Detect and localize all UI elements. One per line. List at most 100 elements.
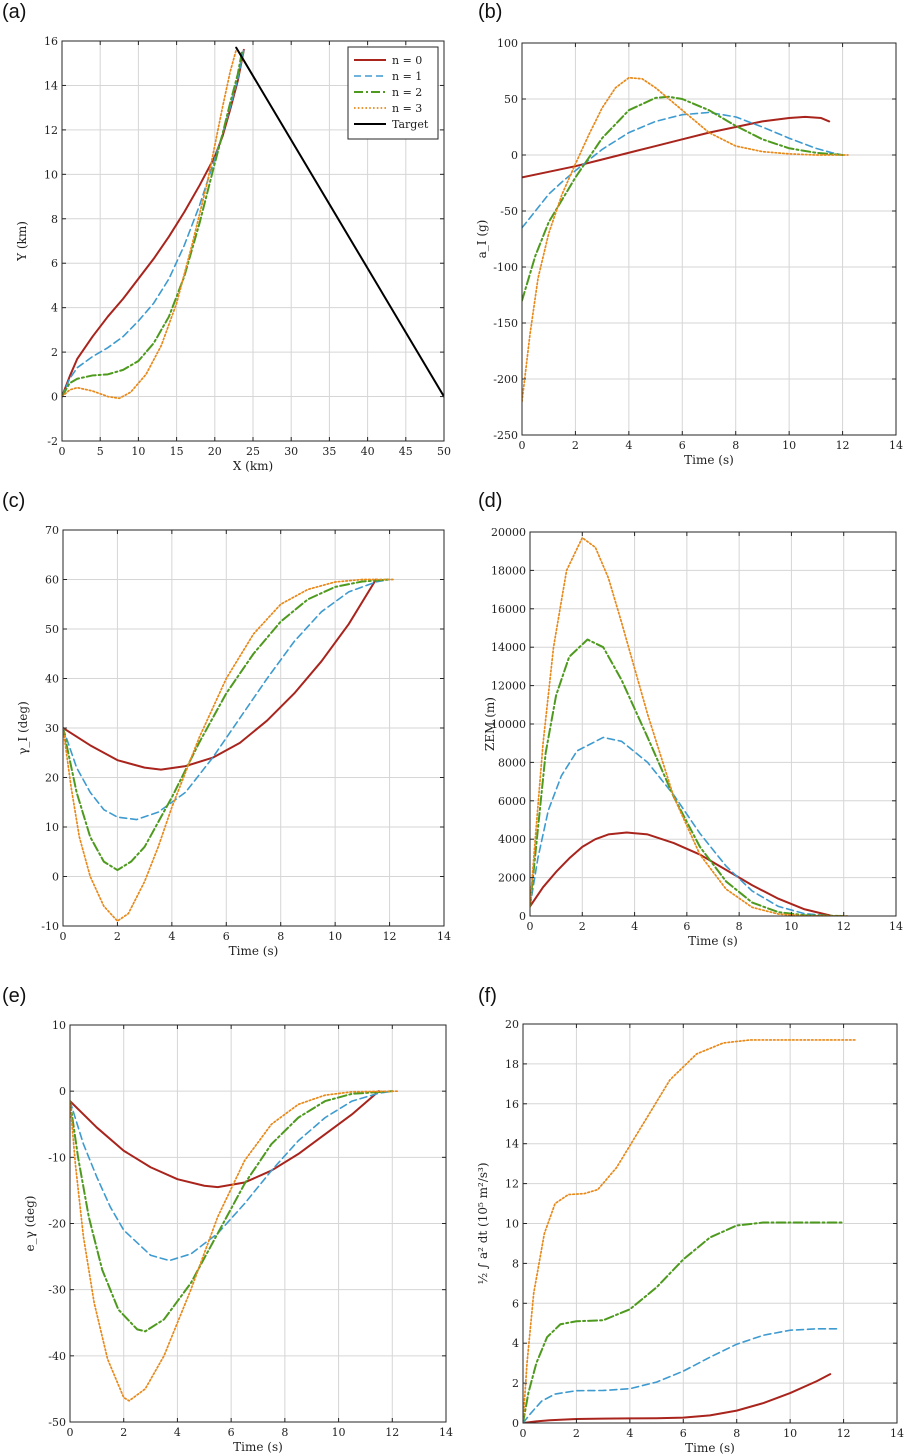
x-tick-label: 40 — [361, 445, 375, 458]
y-tick-label: 14 — [44, 79, 58, 92]
series-line-n-2 — [530, 638, 845, 916]
y-tick-label: -2 — [47, 435, 58, 448]
series-line-n-0 — [62, 48, 245, 398]
legend-entry-label: Target — [392, 118, 429, 131]
chart-panel: (b) 0 2 4 6 8 10 12 14 -250 -200 -150 -100 -50 0 50 100 T… — [475, 1, 903, 467]
y-tick-label: 20 — [505, 1018, 519, 1031]
x-tick-label: 6 — [680, 1427, 687, 1440]
y-tick-label: -10 — [41, 920, 59, 933]
y-tick-label: -100 — [493, 261, 518, 274]
panel-label: (d) — [478, 490, 502, 512]
y-tick-label: 0 — [511, 149, 518, 162]
chart-panel: (d) 0 2 4 6 8 10 12 14 0 2000 4000 6000 8000 10000 1200… — [478, 490, 903, 948]
y-tick-label: 8000 — [498, 756, 526, 769]
x-tick-label: 10 — [332, 1426, 346, 1439]
series-line-n-3 — [522, 76, 849, 403]
x-tick-label: 5 — [97, 445, 104, 458]
series-line-n-0 — [522, 115, 831, 179]
x-axis-title: Time (s) — [684, 453, 734, 467]
panel-label: (e) — [2, 985, 26, 1007]
x-tick-label: 25 — [246, 445, 260, 458]
y-tick-label: -250 — [493, 429, 518, 442]
y-tick-label: 10000 — [491, 718, 526, 731]
y-tick-label: 2 — [51, 346, 58, 359]
y-tick-label: 16 — [44, 35, 58, 48]
y-tick-label: 0 — [512, 1417, 519, 1430]
x-tick-label: 8 — [277, 930, 284, 943]
y-tick-label: 10 — [45, 821, 59, 834]
series-line-n-1 — [63, 578, 391, 821]
x-tick-label: 4 — [174, 1426, 181, 1439]
series-line-n-1 — [522, 111, 844, 229]
x-tick-label: 0 — [67, 1426, 74, 1439]
x-tick-label: 14 — [437, 930, 451, 943]
x-tick-label: 20 — [208, 445, 222, 458]
x-tick-label: 12 — [837, 1427, 851, 1440]
x-tick-label: 14 — [890, 1427, 904, 1440]
x-tick-label: 10 — [131, 445, 145, 458]
x-tick-label: 8 — [732, 439, 739, 452]
legend: n = 0 n = 1 n = 2 n = 3 Target — [347, 46, 439, 140]
chart-panel: (f) 0 2 4 6 8 10 12 14 0 2 4 6 8 10 12 14 16 18 20 Time (s) ½… — [476, 985, 904, 1455]
x-tick-label: 10 — [783, 1427, 797, 1440]
series-line-n-2 — [523, 1221, 845, 1423]
y-tick-label: -200 — [493, 373, 518, 386]
x-tick-label: 2 — [572, 439, 579, 452]
x-tick-label: 2 — [573, 1427, 580, 1440]
y-axis-title: a_I (g) — [475, 220, 489, 259]
x-tick-label: 14 — [439, 1426, 453, 1439]
y-tick-label: 0 — [59, 1085, 66, 1098]
x-tick-label: 0 — [59, 445, 66, 458]
series-line-n-0 — [63, 578, 377, 771]
legend-entry-label: n = 2 — [392, 86, 422, 99]
y-tick-label: 4000 — [498, 833, 526, 846]
x-tick-label: 0 — [60, 930, 67, 943]
series-line-n-1 — [530, 736, 845, 916]
y-tick-label: 10 — [52, 1019, 66, 1032]
x-tick-label: 2 — [579, 920, 586, 933]
x-tick-label: 8 — [733, 1427, 740, 1440]
y-tick-label: 16000 — [491, 603, 526, 616]
panel-label: (c) — [2, 490, 25, 512]
y-tick-label: 50 — [45, 623, 59, 636]
y-tick-label: -20 — [48, 1218, 66, 1231]
y-tick-label: 4 — [512, 1337, 519, 1350]
x-tick-label: 14 — [889, 439, 903, 452]
x-axis-title: Time (s) — [688, 934, 738, 948]
x-tick-label: 12 — [836, 439, 850, 452]
x-tick-label: 4 — [625, 439, 632, 452]
series-line-n-3 — [530, 536, 850, 916]
y-tick-label: 50 — [504, 93, 518, 106]
x-tick-label: 14 — [889, 920, 903, 933]
x-axis-title: Time (s) — [685, 1441, 735, 1455]
x-tick-label: 6 — [223, 930, 230, 943]
y-tick-label: 4 — [51, 302, 58, 315]
x-tick-label: 2 — [120, 1426, 127, 1439]
x-tick-label: 4 — [626, 1427, 633, 1440]
y-tick-label: -30 — [48, 1284, 66, 1297]
y-tick-label: 10 — [44, 168, 58, 181]
x-tick-label: 0 — [520, 1427, 527, 1440]
y-tick-label: 2000 — [498, 872, 526, 885]
x-tick-label: 6 — [679, 439, 686, 452]
x-tick-label: 2 — [114, 930, 121, 943]
legend-entry-label: n = 0 — [392, 54, 422, 67]
series-line-n-3 — [62, 49, 238, 400]
x-axis-title: X (km) — [233, 459, 273, 473]
y-tick-label: -150 — [493, 317, 518, 330]
y-tick-label: 14000 — [491, 641, 526, 654]
y-tick-label: 8 — [51, 213, 58, 226]
x-tick-label: 35 — [322, 445, 336, 458]
y-tick-label: 6 — [512, 1297, 519, 1310]
y-tick-label: 0 — [52, 871, 59, 884]
y-axis-title: ½ ∫ a² dt (10⁵ m²/s³) — [476, 1162, 490, 1284]
x-tick-label: 12 — [385, 1426, 399, 1439]
y-tick-label: 30 — [45, 722, 59, 735]
y-tick-label: 6 — [51, 257, 58, 270]
y-tick-label: 8 — [512, 1257, 519, 1270]
y-tick-label: 16 — [505, 1098, 519, 1111]
series-line-n-0 — [70, 1090, 380, 1189]
legend-entry-label: n = 1 — [392, 70, 422, 83]
y-tick-label: 14 — [505, 1138, 519, 1151]
